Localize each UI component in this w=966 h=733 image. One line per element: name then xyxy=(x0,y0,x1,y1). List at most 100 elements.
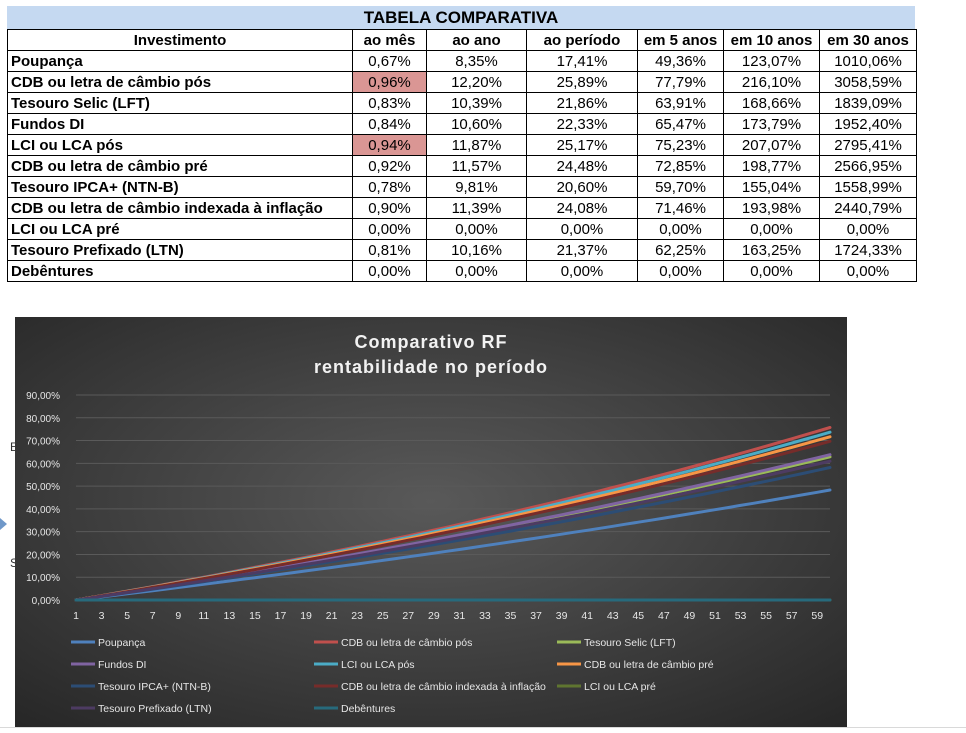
investment-name-cell[interactable]: Poupança xyxy=(7,50,353,72)
value-cell[interactable]: 0,00% xyxy=(637,218,724,240)
value-cell[interactable]: 0,00% xyxy=(426,218,527,240)
value-cell[interactable]: 207,07% xyxy=(723,134,820,156)
value-cell[interactable]: 163,25% xyxy=(723,239,820,261)
value-cell[interactable]: 0,00% xyxy=(352,260,427,282)
value-cell[interactable]: 59,70% xyxy=(637,176,724,198)
legend-entry[interactable]: Fundos DI xyxy=(98,659,146,671)
value-cell[interactable]: 0,00% xyxy=(819,260,917,282)
value-cell[interactable]: 2440,79% xyxy=(819,197,917,219)
value-cell[interactable]: 0,78% xyxy=(352,176,427,198)
legend-entry[interactable]: Debêntures xyxy=(341,703,395,715)
value-cell[interactable]: 25,17% xyxy=(526,134,638,156)
value-cell[interactable]: 63,91% xyxy=(637,92,724,114)
legend-entry[interactable]: LCI ou LCA pós xyxy=(341,659,415,671)
investment-name-cell[interactable]: Fundos DI xyxy=(7,113,353,135)
investment-name-cell[interactable]: CDB ou letra de câmbio pós xyxy=(7,71,353,93)
column-header-em-30-anos[interactable]: em 30 anos xyxy=(819,29,917,51)
value-cell[interactable]: 8,35% xyxy=(426,50,527,72)
value-cell[interactable]: 62,25% xyxy=(637,239,724,261)
legend-entry[interactable]: CDB ou letra de câmbio indexada à inflaç… xyxy=(341,681,546,693)
investment-name-cell[interactable]: CDB ou letra de câmbio indexada à inflaç… xyxy=(7,197,353,219)
value-cell[interactable]: 25,89% xyxy=(526,71,638,93)
value-cell[interactable]: 77,79% xyxy=(637,71,724,93)
value-cell[interactable]: 24,08% xyxy=(526,197,638,219)
value-cell[interactable]: 22,33% xyxy=(526,113,638,135)
value-cell[interactable]: 1558,99% xyxy=(819,176,917,198)
legend-entry[interactable]: Tesouro Prefixado (LTN) xyxy=(98,703,212,715)
value-cell[interactable]: 2795,41% xyxy=(819,134,917,156)
value-cell[interactable]: 123,07% xyxy=(723,50,820,72)
value-cell[interactable]: 0,00% xyxy=(526,260,638,282)
value-cell[interactable]: 0,67% xyxy=(352,50,427,72)
value-cell[interactable]: 21,37% xyxy=(526,239,638,261)
value-cell[interactable]: 10,16% xyxy=(426,239,527,261)
investment-name-cell[interactable]: LCI ou LCA pré xyxy=(7,218,353,240)
value-cell[interactable]: 9,81% xyxy=(426,176,527,198)
value-cell[interactable]: 1010,06% xyxy=(819,50,917,72)
value-cell[interactable]: 0,00% xyxy=(723,218,820,240)
value-cell[interactable]: 168,66% xyxy=(723,92,820,114)
investment-name-cell[interactable]: Tesouro Selic (LFT) xyxy=(7,92,353,114)
value-cell[interactable]: 0,96% xyxy=(352,71,427,93)
value-cell[interactable]: 72,85% xyxy=(637,155,724,177)
value-cell[interactable]: 10,60% xyxy=(426,113,527,135)
value-cell[interactable]: 3058,59% xyxy=(819,71,917,93)
value-cell[interactable]: 1724,33% xyxy=(819,239,917,261)
value-cell[interactable]: 11,87% xyxy=(426,134,527,156)
investment-name-cell[interactable]: Tesouro Prefixado (LTN) xyxy=(7,239,353,261)
value-cell[interactable]: 11,39% xyxy=(426,197,527,219)
value-cell[interactable]: 21,86% xyxy=(526,92,638,114)
value-cell[interactable]: 1952,40% xyxy=(819,113,917,135)
column-header-investimento[interactable]: Investimento xyxy=(7,29,353,51)
value-cell[interactable]: 71,46% xyxy=(637,197,724,219)
legend-entry[interactable]: CDB ou letra de câmbio pós xyxy=(341,637,472,649)
column-header-em-5-anos[interactable]: em 5 anos xyxy=(637,29,724,51)
column-header-ao-ano[interactable]: ao ano xyxy=(426,29,527,51)
column-header-em-10-anos[interactable]: em 10 anos xyxy=(723,29,820,51)
value-cell[interactable]: 0,00% xyxy=(526,218,638,240)
legend-entry[interactable]: Tesouro IPCA+ (NTN-B) xyxy=(98,681,211,693)
value-cell[interactable]: 17,41% xyxy=(526,50,638,72)
value-cell[interactable]: 65,47% xyxy=(637,113,724,135)
line-chart[interactable]: Comparativo RF rentabilidade no período … xyxy=(15,317,847,727)
value-cell[interactable]: 198,77% xyxy=(723,155,820,177)
series-line[interactable] xyxy=(74,459,832,602)
legend-entry[interactable]: Poupança xyxy=(98,637,145,649)
value-cell[interactable]: 0,92% xyxy=(352,155,427,177)
value-cell[interactable]: 0,90% xyxy=(352,197,427,219)
series-line[interactable] xyxy=(74,439,832,602)
value-cell[interactable]: 0,94% xyxy=(352,134,427,156)
value-cell[interactable]: 11,57% xyxy=(426,155,527,177)
column-header-ao-mes[interactable]: ao mês xyxy=(352,29,427,51)
value-cell[interactable]: 1839,09% xyxy=(819,92,917,114)
value-cell[interactable]: 0,81% xyxy=(352,239,427,261)
investment-name-cell[interactable]: CDB ou letra de câmbio pré xyxy=(7,155,353,177)
value-cell[interactable]: 0,00% xyxy=(637,260,724,282)
value-cell[interactable]: 10,39% xyxy=(426,92,527,114)
value-cell[interactable]: 0,00% xyxy=(723,260,820,282)
value-cell[interactable]: 155,04% xyxy=(723,176,820,198)
legend-entry[interactable]: LCI ou LCA pré xyxy=(584,681,656,693)
value-cell[interactable]: 216,10% xyxy=(723,71,820,93)
legend-entry[interactable]: Tesouro Selic (LFT) xyxy=(584,637,676,649)
value-cell[interactable]: 49,36% xyxy=(637,50,724,72)
value-cell[interactable]: 75,23% xyxy=(637,134,724,156)
value-cell[interactable]: 0,00% xyxy=(426,260,527,282)
investment-name-cell[interactable]: Debêntures xyxy=(7,260,353,282)
series-line[interactable] xyxy=(74,488,832,602)
legend-entry[interactable]: CDB ou letra de câmbio pré xyxy=(584,659,714,671)
value-cell[interactable]: 20,60% xyxy=(526,176,638,198)
column-header-ao-periodo[interactable]: ao período xyxy=(526,29,638,51)
value-cell[interactable]: 0,00% xyxy=(352,218,427,240)
value-cell[interactable]: 2566,95% xyxy=(819,155,917,177)
value-cell[interactable]: 193,98% xyxy=(723,197,820,219)
value-cell[interactable]: 0,00% xyxy=(819,218,917,240)
value-cell[interactable]: 0,83% xyxy=(352,92,427,114)
value-cell[interactable]: 173,79% xyxy=(723,113,820,135)
investment-name-cell[interactable]: LCI ou LCA pós xyxy=(7,134,353,156)
value-cell[interactable]: 12,20% xyxy=(426,71,527,93)
value-cell[interactable]: 24,48% xyxy=(526,155,638,177)
investment-name-cell[interactable]: Tesouro IPCA+ (NTN-B) xyxy=(7,176,353,198)
value-cell[interactable]: 0,84% xyxy=(352,113,427,135)
chart-panel[interactable]: Comparativo RF rentabilidade no período … xyxy=(15,317,847,727)
